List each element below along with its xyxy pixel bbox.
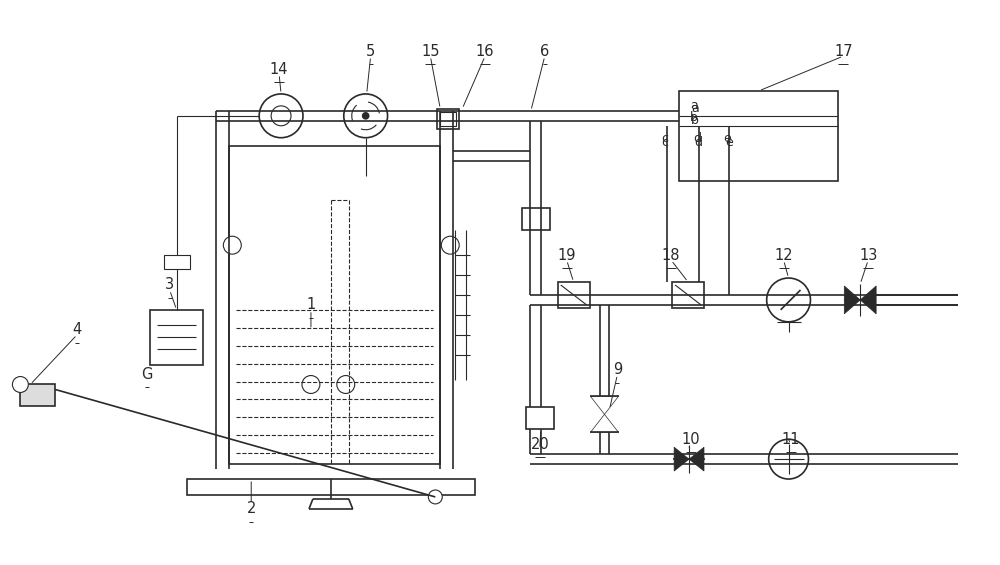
Bar	[526, 407, 554, 429]
Text: 4: 4	[72, 322, 82, 337]
Text: c: c	[662, 132, 669, 145]
Bar	[20, 385, 55, 406]
Text: 20: 20	[530, 437, 549, 451]
Circle shape	[769, 439, 808, 479]
Polygon shape	[860, 286, 876, 314]
Circle shape	[337, 376, 355, 393]
Text: 10: 10	[682, 432, 700, 447]
Text: 1: 1	[306, 297, 316, 312]
Polygon shape	[591, 414, 618, 432]
Circle shape	[302, 376, 320, 393]
Text: 5: 5	[366, 44, 375, 59]
Text: d: d	[694, 136, 702, 149]
Circle shape	[223, 236, 241, 254]
Circle shape	[12, 376, 28, 393]
Bar	[164, 255, 190, 269]
Bar	[150, 310, 203, 364]
Text: e: e	[723, 132, 731, 145]
Circle shape	[259, 94, 303, 138]
Text: d: d	[693, 132, 701, 145]
Text: a: a	[690, 99, 698, 112]
Text: 11: 11	[781, 432, 800, 447]
Bar	[672, 282, 704, 308]
Text: 16: 16	[476, 44, 494, 59]
Text: c: c	[661, 136, 668, 149]
Polygon shape	[689, 447, 704, 471]
Text: b: b	[690, 111, 698, 124]
Bar	[679, 91, 838, 180]
Text: 13: 13	[859, 247, 877, 263]
Bar	[440, 112, 456, 126]
Bar	[187, 479, 475, 495]
Text: 14: 14	[270, 62, 288, 76]
Polygon shape	[591, 397, 618, 414]
Text: a: a	[691, 102, 699, 115]
Circle shape	[441, 236, 459, 254]
Circle shape	[271, 106, 291, 126]
Polygon shape	[674, 447, 689, 471]
Bar	[558, 282, 590, 308]
Circle shape	[767, 278, 810, 322]
Text: 12: 12	[774, 247, 793, 263]
Bar	[437, 109, 459, 129]
Text: 18: 18	[662, 247, 680, 263]
Text: 2: 2	[247, 501, 256, 516]
Circle shape	[344, 94, 388, 138]
Text: 9: 9	[613, 362, 622, 377]
Text: G: G	[141, 367, 152, 382]
Circle shape	[428, 490, 442, 504]
Bar	[357, 176, 375, 193]
Text: 15: 15	[421, 44, 440, 59]
Text: 19: 19	[557, 247, 576, 263]
Polygon shape	[844, 286, 860, 314]
Text: 17: 17	[834, 44, 853, 59]
Text: b: b	[691, 114, 699, 127]
Circle shape	[363, 113, 369, 119]
Text: e: e	[725, 136, 733, 149]
Text: 3: 3	[165, 277, 174, 293]
Bar	[522, 208, 550, 231]
Text: 6: 6	[540, 44, 549, 59]
Bar	[229, 146, 440, 464]
